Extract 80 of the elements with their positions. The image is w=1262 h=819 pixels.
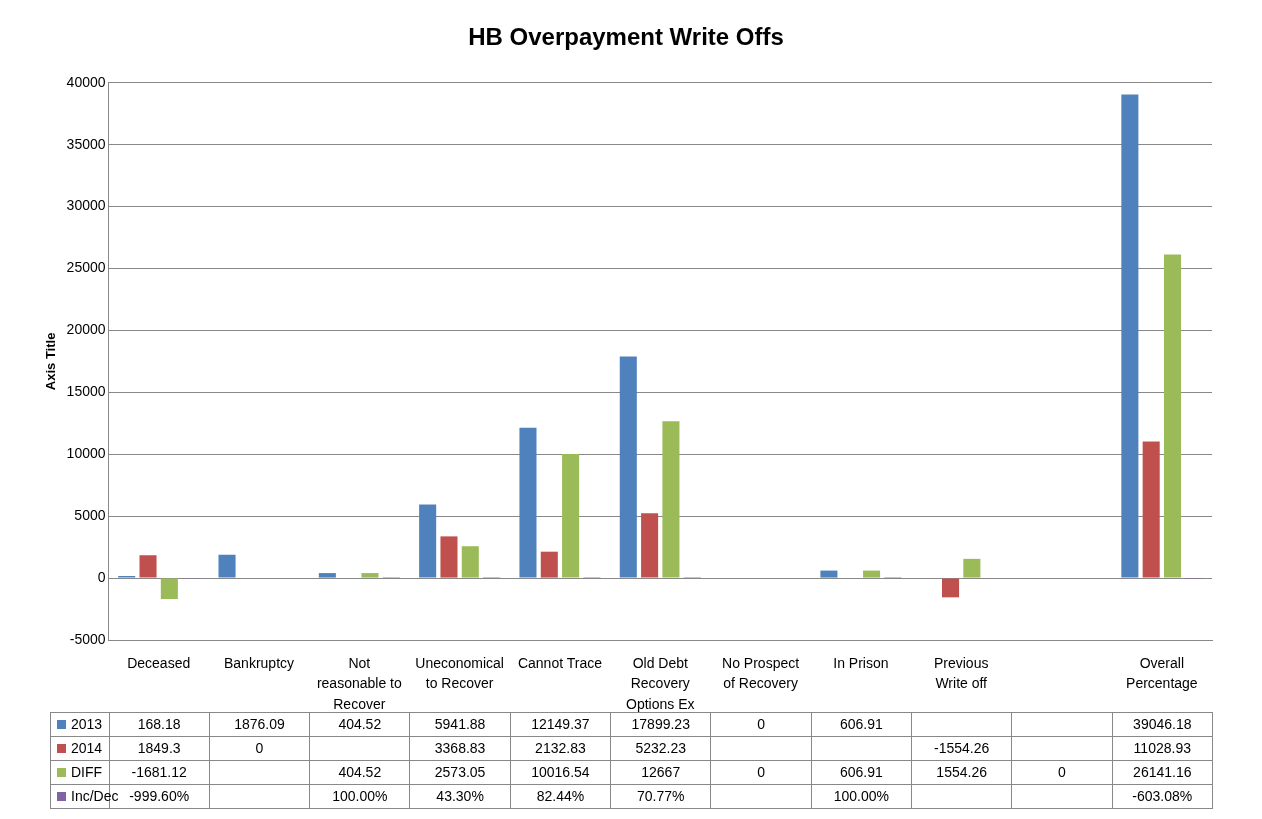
data-label: 11028.93 xyxy=(1112,736,1213,760)
y-tick-label: 40000 xyxy=(66,73,106,90)
x-tick-label: Bankruptcy xyxy=(223,655,295,672)
legend-label: 2013 xyxy=(50,712,110,736)
data-label: 5232.23 xyxy=(610,736,711,760)
data-label: 26141.16 xyxy=(1112,760,1213,784)
bar xyxy=(419,504,437,578)
y-tick-label: 15000 xyxy=(66,383,106,400)
y-tick-label: 35000 xyxy=(66,135,106,152)
data-label: 1876.09 xyxy=(209,712,310,736)
y-axis-title: Axis Title xyxy=(43,332,59,391)
x-tick-label: Overall Percentage xyxy=(1126,655,1198,692)
y-tick-label: 5000 xyxy=(74,507,106,524)
bar xyxy=(820,570,838,578)
data-label: 12667 xyxy=(610,760,711,784)
x-tick-label: Cannot Trace xyxy=(517,655,603,672)
data-label: 100.00% xyxy=(811,784,912,808)
data-label: -999.60% xyxy=(129,788,190,804)
bar xyxy=(519,427,537,578)
data-label: 2573.05 xyxy=(409,760,511,784)
data-label: 0 xyxy=(209,736,310,760)
data-label: -603.08% xyxy=(1112,784,1213,808)
bar xyxy=(863,570,881,578)
data-label: 606.91 xyxy=(811,760,912,784)
data-label: 39046.18 xyxy=(1112,712,1213,736)
bar xyxy=(461,546,479,578)
data-label: 0 xyxy=(710,712,812,736)
x-tick-label: Deceased xyxy=(127,655,191,672)
bar xyxy=(218,554,236,578)
y-tick-label: 10000 xyxy=(66,445,106,462)
x-tick-label: Not reasonable to Recover xyxy=(316,655,402,712)
data-label: -1554.26 xyxy=(911,736,1012,760)
bar xyxy=(1121,94,1139,578)
data-label: 3368.83 xyxy=(409,736,511,760)
bar xyxy=(440,536,458,578)
data-label: 12149.37 xyxy=(510,712,611,736)
data-label: 1849.3 xyxy=(109,736,210,760)
data-label: 10016.54 xyxy=(510,760,611,784)
data-label: 17899.23 xyxy=(610,712,711,736)
data-label: 43.30% xyxy=(409,784,511,808)
data-label: 404.52 xyxy=(309,760,410,784)
data-label: 606.91 xyxy=(811,712,912,736)
y-tick-label: 20000 xyxy=(66,321,106,338)
y-tick-label: -5000 xyxy=(69,630,106,647)
legend-label: DIFF xyxy=(50,760,110,784)
legend-label: Inc/Dec xyxy=(70,787,119,806)
x-tick-label: No Prospect of Recovery xyxy=(722,655,800,692)
bar xyxy=(1142,441,1160,578)
bar xyxy=(318,573,336,578)
bar xyxy=(139,555,157,578)
data-label: 404.52 xyxy=(309,712,410,736)
data-label: 5941.88 xyxy=(409,712,511,736)
bar xyxy=(662,421,680,578)
x-tick-label: Uneconomical to Recover xyxy=(415,655,504,692)
bar xyxy=(942,578,960,598)
y-tick-label: 25000 xyxy=(66,259,106,276)
x-tick-label: Previous Write off xyxy=(933,655,989,692)
bar xyxy=(619,356,637,578)
x-tick-label: In Prison xyxy=(833,655,889,672)
chart-title: HB Overpayment Write Offs xyxy=(468,23,784,51)
data-label: 100.00% xyxy=(309,784,410,808)
bar xyxy=(361,573,379,578)
bar xyxy=(540,551,558,578)
data-label: 0 xyxy=(710,760,812,784)
x-tick-label: Old Debt Recovery Options Ex xyxy=(626,655,695,712)
data-label: -1681.12 xyxy=(109,760,210,784)
data-label: 168.18 xyxy=(109,712,210,736)
data-label: 1554.26 xyxy=(911,760,1012,784)
legend-label: 2014 xyxy=(50,736,110,760)
bar xyxy=(641,513,659,578)
data-label: 70.77% xyxy=(610,784,711,808)
y-tick-label: 0 xyxy=(97,568,106,585)
data-label: 82.44% xyxy=(510,784,611,808)
bar xyxy=(963,558,981,578)
bar xyxy=(1163,254,1182,578)
data-label: 2132.83 xyxy=(510,736,611,760)
y-tick-label: 30000 xyxy=(66,197,106,214)
bar xyxy=(562,454,580,578)
bar xyxy=(160,578,178,599)
data-label: 0 xyxy=(1011,760,1113,784)
